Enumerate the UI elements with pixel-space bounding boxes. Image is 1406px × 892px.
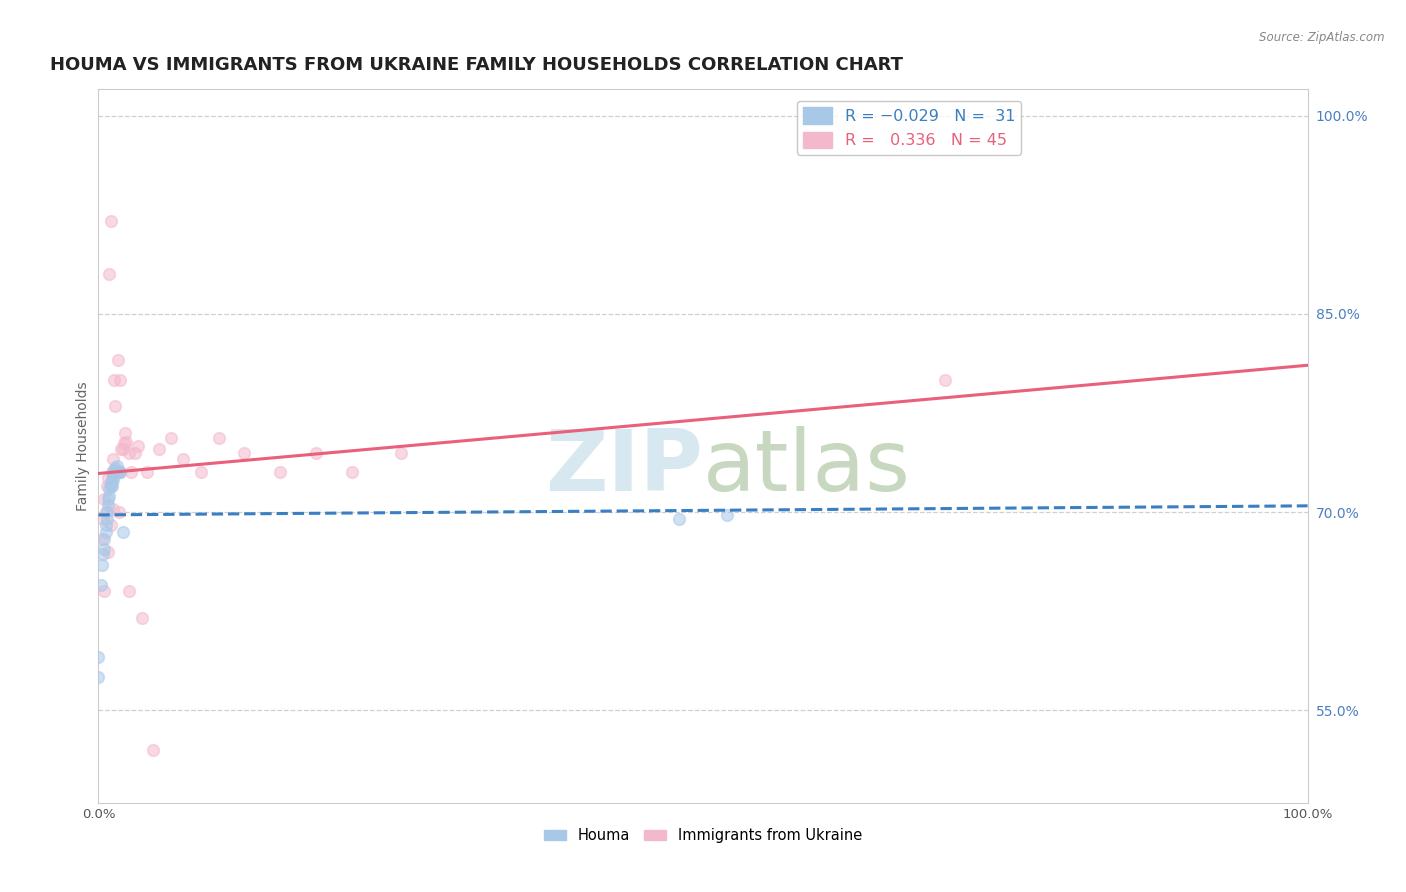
Point bbox=[103, 373, 125, 387]
Point bbox=[90, 578, 112, 592]
Point bbox=[148, 442, 170, 456]
Point bbox=[716, 508, 738, 522]
Point bbox=[100, 518, 122, 533]
Point bbox=[118, 584, 141, 599]
Point bbox=[114, 425, 136, 440]
Point bbox=[107, 466, 129, 480]
Point bbox=[104, 400, 127, 414]
Point bbox=[100, 478, 122, 492]
Text: Source: ZipAtlas.com: Source: ZipAtlas.com bbox=[1260, 31, 1385, 45]
Point bbox=[100, 478, 122, 492]
Point bbox=[135, 466, 157, 480]
Point bbox=[108, 466, 131, 480]
Text: atlas: atlas bbox=[703, 425, 911, 509]
Point bbox=[97, 545, 120, 559]
Point bbox=[100, 214, 122, 228]
Point bbox=[120, 466, 142, 480]
Point bbox=[101, 468, 124, 483]
Point bbox=[105, 466, 128, 480]
Point bbox=[118, 445, 141, 459]
Point bbox=[108, 373, 131, 387]
Point bbox=[93, 542, 115, 557]
Point bbox=[100, 472, 122, 486]
Point bbox=[389, 445, 412, 459]
Point bbox=[96, 505, 118, 519]
Point bbox=[91, 511, 114, 525]
Point bbox=[101, 474, 124, 488]
Point bbox=[124, 445, 146, 459]
Point bbox=[934, 373, 956, 387]
Point bbox=[107, 353, 129, 368]
Point bbox=[342, 466, 364, 480]
Point bbox=[94, 524, 117, 539]
Point bbox=[96, 478, 118, 492]
Text: ZIP: ZIP bbox=[546, 425, 703, 509]
Point bbox=[110, 442, 132, 456]
Point bbox=[115, 435, 138, 450]
Point bbox=[91, 558, 114, 572]
Point bbox=[93, 584, 115, 599]
Point bbox=[87, 670, 110, 684]
Point bbox=[91, 547, 114, 561]
Point bbox=[305, 445, 328, 459]
Point bbox=[94, 505, 117, 519]
Point bbox=[100, 475, 122, 490]
Point bbox=[111, 442, 134, 456]
Point bbox=[232, 445, 254, 459]
Point bbox=[104, 461, 127, 475]
Point bbox=[103, 463, 125, 477]
Point bbox=[100, 466, 122, 480]
Point bbox=[98, 267, 121, 281]
Point bbox=[101, 502, 124, 516]
Point bbox=[97, 499, 120, 513]
Point bbox=[190, 466, 212, 480]
Point bbox=[93, 491, 115, 506]
Point bbox=[108, 466, 131, 480]
Point bbox=[208, 431, 231, 445]
Point bbox=[97, 471, 120, 485]
Point bbox=[112, 436, 135, 450]
Point bbox=[105, 458, 128, 473]
Point bbox=[103, 466, 125, 480]
Point bbox=[98, 481, 121, 495]
Point bbox=[111, 524, 134, 539]
Text: HOUMA VS IMMIGRANTS FROM UKRAINE FAMILY HOUSEHOLDS CORRELATION CHART: HOUMA VS IMMIGRANTS FROM UKRAINE FAMILY … bbox=[51, 56, 903, 74]
Point bbox=[93, 532, 115, 546]
Y-axis label: Family Households: Family Households bbox=[76, 381, 90, 511]
Point bbox=[269, 466, 291, 480]
Point bbox=[97, 491, 120, 506]
Point bbox=[108, 466, 131, 480]
Point bbox=[127, 439, 149, 453]
Point bbox=[108, 505, 131, 519]
Point bbox=[172, 452, 194, 467]
Legend: Houma, Immigrants from Ukraine: Houma, Immigrants from Ukraine bbox=[538, 822, 868, 849]
Point bbox=[142, 743, 165, 757]
Point bbox=[131, 611, 153, 625]
Point bbox=[668, 511, 690, 525]
Point bbox=[98, 489, 121, 503]
Point bbox=[91, 532, 114, 546]
Point bbox=[160, 431, 183, 445]
Point bbox=[96, 511, 118, 525]
Point bbox=[101, 452, 124, 467]
Point bbox=[87, 650, 110, 665]
Point bbox=[94, 518, 117, 533]
